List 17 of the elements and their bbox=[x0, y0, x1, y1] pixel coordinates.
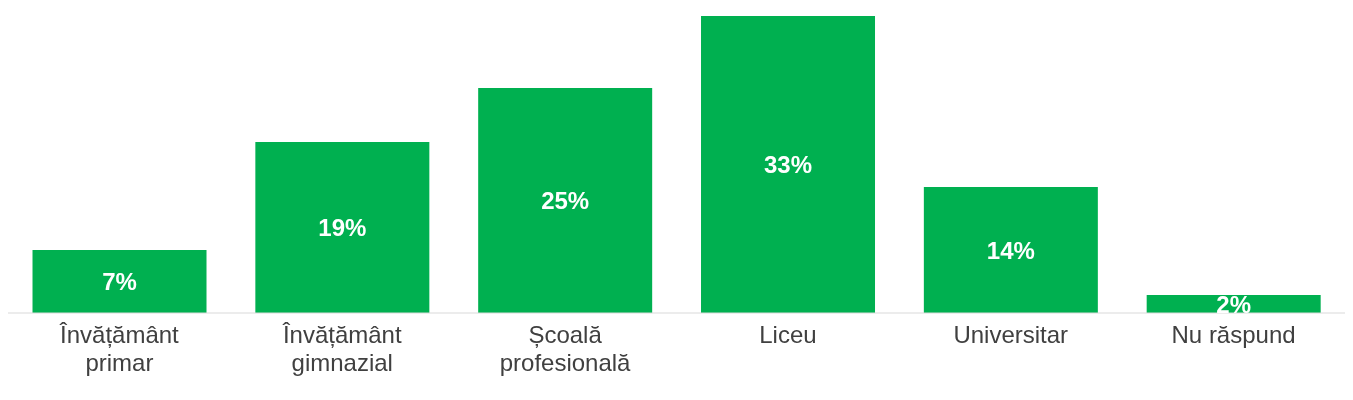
data-label: 33% bbox=[763, 151, 813, 179]
bar bbox=[923, 187, 1098, 313]
x-tick-label: Universitar bbox=[953, 321, 1069, 348]
bar bbox=[478, 88, 653, 313]
x-tick-label: Nu răspund bbox=[1171, 321, 1296, 348]
data-label: 7% bbox=[102, 268, 137, 296]
data-label: 2% bbox=[1216, 290, 1252, 318]
bar bbox=[255, 142, 430, 313]
x-tick-label: Școală profesională bbox=[499, 321, 632, 376]
bar bbox=[701, 16, 876, 313]
data-label: 25% bbox=[541, 187, 590, 215]
x-tick-label: Învățământ primar bbox=[59, 321, 180, 376]
bar bbox=[32, 250, 207, 313]
data-label: 19% bbox=[318, 214, 367, 242]
data-label: 14% bbox=[986, 236, 1035, 264]
x-tick-label: Învățământ gimnazial bbox=[281, 321, 402, 376]
x-tick-label: Liceu bbox=[759, 321, 817, 348]
